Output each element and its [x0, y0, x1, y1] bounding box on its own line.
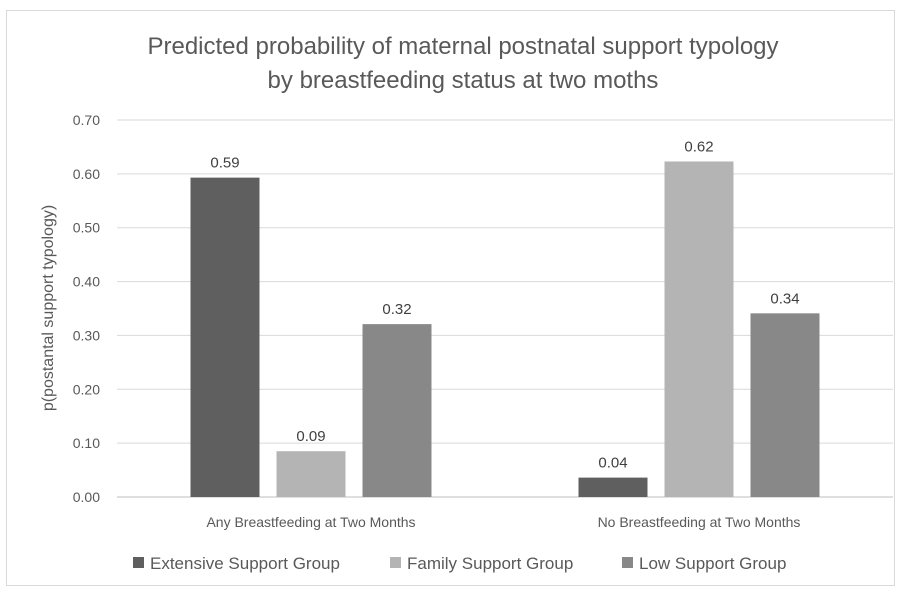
chart-title-line-2: by breastfeeding status at two moths	[268, 67, 659, 94]
legend-swatch	[133, 557, 144, 568]
y-tick-label: 0.60	[73, 166, 100, 182]
x-category-label: Any Breastfeeding at Two Months	[206, 514, 415, 530]
bar-low-support-group-1	[750, 313, 820, 497]
y-tick-label: 0.40	[73, 274, 100, 290]
x-category-label: No Breastfeeding at Two Months	[598, 514, 801, 530]
y-tick-label: 0.10	[73, 435, 100, 451]
bar-extensive-support-group-0	[190, 177, 260, 497]
y-tick-label: 0.00	[73, 489, 100, 505]
legend-swatch	[622, 557, 633, 568]
legend: Extensive Support Group Family Support Gr…	[133, 554, 786, 573]
y-axis-ticks: 0.00 0.10 0.20 0.30 0.40 0.50 0.60 0.70	[73, 112, 100, 505]
data-label: 0.34	[770, 290, 799, 307]
y-tick-label: 0.50	[73, 220, 100, 236]
y-tick-label: 0.30	[73, 327, 100, 343]
legend-entry: Extensive Support Group	[150, 554, 340, 573]
legend-swatch	[390, 557, 401, 568]
chart-title-line-1: Predicted probability of maternal postna…	[147, 33, 778, 60]
bar-extensive-support-group-1	[578, 477, 648, 497]
x-axis-categories: Any Breastfeeding at Two Months No Breast…	[206, 514, 800, 530]
data-label: 0.62	[684, 138, 713, 155]
data-label: 0.32	[382, 301, 411, 318]
legend-entry: Low Support Group	[639, 554, 786, 573]
data-label: 0.59	[210, 155, 239, 172]
y-tick-label: 0.20	[73, 381, 100, 397]
data-label: 0.09	[296, 428, 325, 445]
y-tick-label: 0.70	[73, 112, 100, 128]
data-label: 0.04	[598, 455, 627, 472]
legend-entry: Family Support Group	[407, 554, 573, 573]
data-labels: 0.59 0.09 0.32 0.04 0.62 0.34	[210, 138, 799, 471]
chart-frame	[6, 10, 895, 586]
chart-title: Predicted probability of maternal postna…	[147, 33, 778, 94]
bar-family-support-group-1	[664, 161, 734, 497]
y-axis-label: p(postantal support typology)	[40, 205, 57, 411]
bar-family-support-group-0	[276, 451, 346, 497]
bar-low-support-group-0	[362, 324, 432, 497]
bars	[190, 161, 820, 497]
